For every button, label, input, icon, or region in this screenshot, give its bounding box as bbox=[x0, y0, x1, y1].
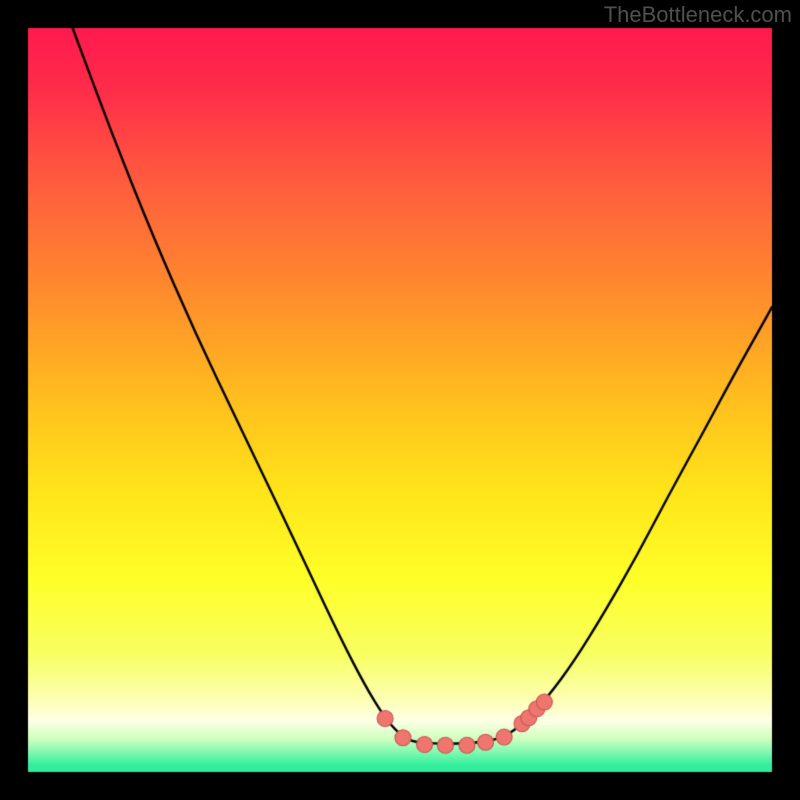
bottleneck-chart-canvas bbox=[0, 0, 800, 800]
chart-root: TheBottleneck.com bbox=[0, 0, 800, 800]
watermark-text: TheBottleneck.com bbox=[604, 2, 792, 28]
